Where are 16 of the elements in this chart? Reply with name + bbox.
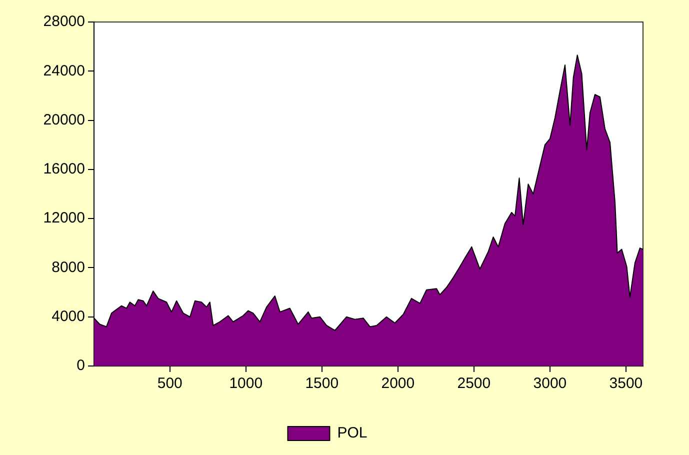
x-tick-label: 3000 — [533, 375, 567, 392]
legend-label: POL — [337, 424, 368, 442]
x-tick-label: 2500 — [457, 375, 491, 392]
x-tick-label: 1000 — [229, 375, 263, 392]
y-tick-label: 28000 — [43, 13, 85, 30]
y-tick-label: 12000 — [43, 210, 85, 227]
y-tick-label: 8000 — [52, 258, 85, 276]
x-tick-label: 2000 — [381, 375, 415, 392]
y-tick-label: 20000 — [43, 111, 85, 128]
x-tick-label: 3500 — [609, 375, 643, 392]
y-tick-label: 16000 — [43, 160, 85, 178]
y-tick-label: 0 — [76, 357, 85, 374]
y-tick-label: 24000 — [43, 62, 85, 80]
x-tick-label: 500 — [157, 375, 182, 392]
y-tick-label: 4000 — [52, 308, 85, 325]
x-tick-label: 1500 — [305, 375, 339, 392]
